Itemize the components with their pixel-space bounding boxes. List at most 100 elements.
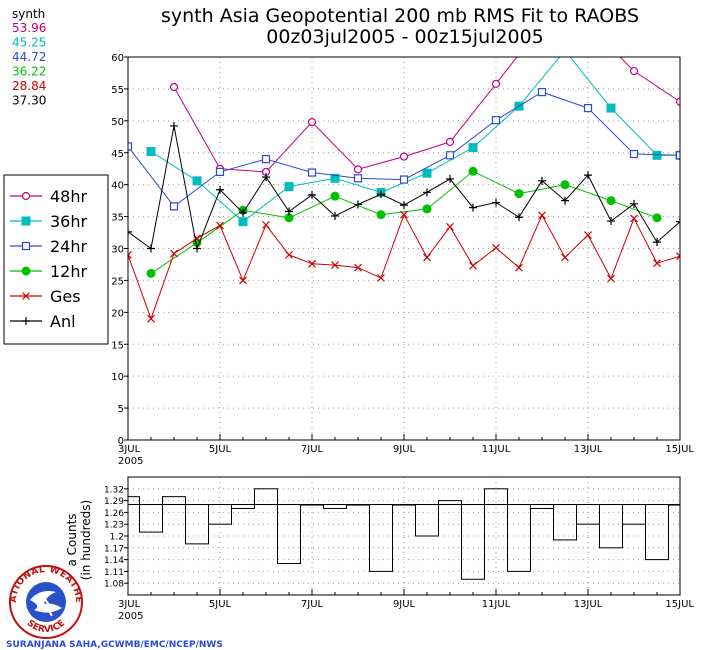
data-point xyxy=(399,152,409,161)
data-point xyxy=(146,268,156,278)
data-point xyxy=(675,151,680,160)
legend-marker-icon xyxy=(21,191,31,201)
summary-value: 53.96 xyxy=(12,21,46,35)
data-point xyxy=(630,199,638,208)
data-point xyxy=(331,261,339,270)
data-point xyxy=(538,211,546,220)
data-point xyxy=(583,103,593,113)
data-point xyxy=(607,274,615,283)
data-point xyxy=(468,143,478,153)
series-anl xyxy=(128,121,680,253)
data-point xyxy=(606,103,616,113)
logo-text-bottom: SERVICE xyxy=(25,618,67,635)
series-24hr xyxy=(128,88,680,211)
data-point xyxy=(561,47,569,55)
data-point xyxy=(423,188,431,197)
series-48hr xyxy=(169,57,680,176)
data-point xyxy=(308,190,316,199)
data-point xyxy=(330,173,340,183)
count-y-tick-label: 1.32 xyxy=(104,485,124,495)
x-year-label: 2005 xyxy=(118,456,143,467)
x-tick-label: 5JUL xyxy=(209,444,232,455)
data-point xyxy=(538,176,546,185)
data-point xyxy=(606,196,616,206)
summary-value: 44.72 xyxy=(12,50,46,64)
data-point xyxy=(469,261,477,270)
data-point xyxy=(169,82,179,92)
data-point xyxy=(170,249,178,258)
count-x-tick-label: 15JUL xyxy=(665,599,694,610)
data-point xyxy=(515,263,523,272)
data-point xyxy=(216,185,224,194)
legend-label: 12hr xyxy=(50,262,88,281)
data-point xyxy=(422,168,432,178)
data-point xyxy=(446,174,454,183)
data-point xyxy=(377,273,385,282)
legend-label: Anl xyxy=(50,312,76,331)
count-y-tick-label: 1.14 xyxy=(104,556,124,566)
data-point xyxy=(285,250,293,259)
summary-label: synth xyxy=(12,7,45,21)
data-point xyxy=(354,200,362,209)
data-point xyxy=(584,231,592,240)
data-point xyxy=(239,208,247,217)
main-chart: 0 5 10 15 20 25 30 35 40 45 50 55 60 3JUL 5JUL 7JUL 9JUL… xyxy=(111,47,694,467)
data-point xyxy=(514,189,524,199)
count-x-year-label: 2005 xyxy=(118,611,143,622)
data-point xyxy=(676,217,680,226)
data-point xyxy=(652,213,662,223)
count-x-tick-label: 11JUL xyxy=(482,599,511,610)
x-tick-label: 3JUL xyxy=(118,444,141,455)
data-point xyxy=(652,150,662,160)
data-point xyxy=(515,213,523,222)
data-point xyxy=(215,167,225,176)
legend-label: Ges xyxy=(50,287,81,306)
y-tick-label: 0 xyxy=(118,436,124,447)
data-point xyxy=(584,171,592,180)
data-point xyxy=(192,176,202,186)
data-point xyxy=(261,155,271,164)
data-point xyxy=(537,88,547,97)
x-tick-label: 15JUL xyxy=(665,444,694,455)
data-point xyxy=(170,121,178,130)
count-ylabel-line2: (in hundreds) xyxy=(79,500,93,580)
data-point xyxy=(147,244,155,253)
summary-value: 45.25 xyxy=(12,36,46,50)
count-ylabel-line1: a Counts xyxy=(65,513,79,566)
data-point xyxy=(128,227,132,236)
count-x-tick-label: 7JUL xyxy=(301,599,324,610)
count-x-tick-label: 9JUL xyxy=(393,599,416,610)
y-tick-label: 60 xyxy=(111,53,124,64)
series-line xyxy=(150,170,658,274)
data-point xyxy=(423,253,431,262)
count-y-tick-label: 1.29 xyxy=(104,497,124,507)
data-point xyxy=(308,259,316,268)
data-point xyxy=(446,222,454,231)
x-tick-label: 11JUL xyxy=(482,444,511,455)
legend-label: 48hr xyxy=(50,187,88,206)
data-point xyxy=(128,142,133,151)
y-tick-label: 30 xyxy=(111,245,124,256)
y-tick-label: 55 xyxy=(111,85,124,96)
data-point xyxy=(492,243,500,252)
data-point xyxy=(676,252,680,261)
data-point xyxy=(607,217,615,226)
legend-label: 24hr xyxy=(50,237,88,256)
legend-marker-icon xyxy=(22,292,30,300)
footer-credit: SURANJANA SAHA,GCWMB/EMC/NCEP/NWS xyxy=(6,640,223,650)
legend-label: 36hr xyxy=(50,212,88,231)
count-y-tick-label: 1.08 xyxy=(104,580,124,590)
data-point xyxy=(376,210,386,220)
data-point xyxy=(285,207,293,216)
x-tick-label: 7JUL xyxy=(301,444,324,455)
count-x-tick-label: 3JUL xyxy=(118,599,141,610)
count-x-tick-label: 5JUL xyxy=(209,599,232,610)
legend-marker-icon xyxy=(21,241,31,251)
y-tick-label: 50 xyxy=(111,117,124,128)
data-point xyxy=(491,79,501,88)
data-point xyxy=(147,314,155,323)
data-point xyxy=(561,196,569,205)
data-point xyxy=(307,118,317,127)
